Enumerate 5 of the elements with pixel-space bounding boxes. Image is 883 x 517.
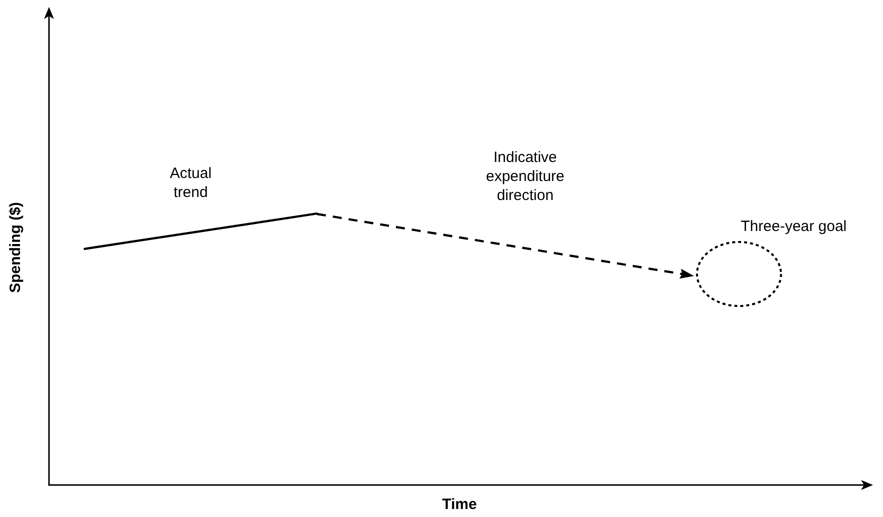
text: Indicative expenditure direction — [485, 148, 566, 205]
annotation: Three-year goal — [740, 216, 847, 236]
y-axis-title: Spending ($) — [7, 202, 24, 293]
series-label: Actual trend — [168, 164, 213, 202]
x-axis-title: Time — [442, 496, 477, 513]
